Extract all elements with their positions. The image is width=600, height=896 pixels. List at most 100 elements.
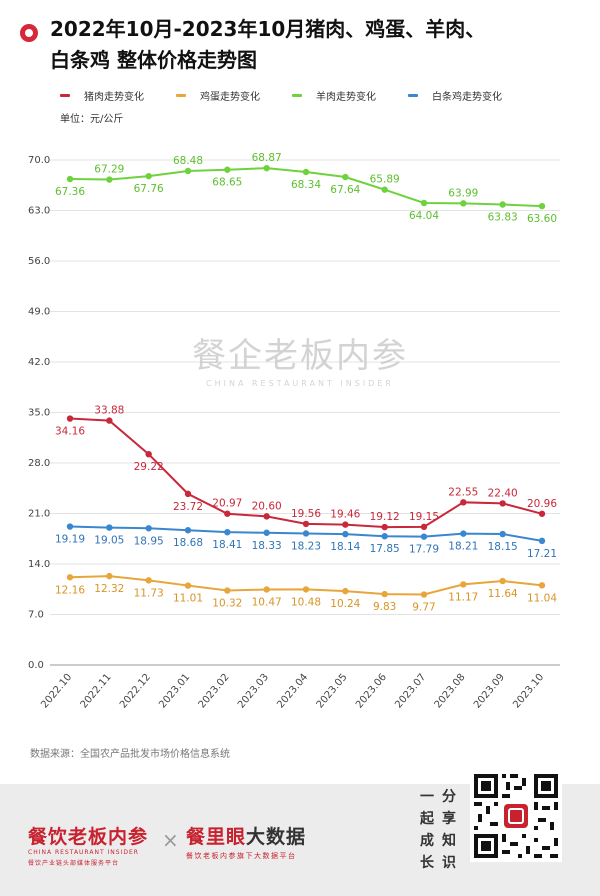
brand-logo-big-data: 餐里眼大数据 餐饮老板内参旗下大数据平台 bbox=[186, 822, 366, 861]
data-point bbox=[263, 529, 270, 536]
data-point bbox=[499, 577, 506, 585]
data-label: 18.15 bbox=[488, 541, 518, 553]
data-point bbox=[145, 450, 152, 458]
x-tick-label: 2023.03 bbox=[236, 672, 271, 711]
data-point bbox=[224, 510, 231, 517]
data-label: 68.48 bbox=[173, 155, 203, 167]
data-label: 67.76 bbox=[134, 183, 164, 195]
data-source: 数据来源：全国农产品批发市场价格信息系统 bbox=[30, 749, 230, 760]
data-point bbox=[302, 530, 310, 537]
qr-code-icon[interactable] bbox=[470, 770, 562, 862]
data-point bbox=[538, 510, 546, 517]
footer-banner: 餐饮老板内参 CHINA RESTAURANT INSIDER 餐饮产业链头部媒… bbox=[0, 770, 600, 896]
data-point bbox=[184, 167, 192, 175]
data-label: 12.16 bbox=[55, 584, 85, 596]
data-label: 20.96 bbox=[527, 498, 557, 510]
y-tick-label: 42.0 bbox=[28, 357, 50, 368]
y-tick-label: 14.0 bbox=[28, 559, 50, 570]
chart-legend: 猪肉走势变化 鸡蛋走势变化 羊肉走势变化 白条鸡走势变化 bbox=[60, 88, 524, 103]
data-label: 18.14 bbox=[330, 541, 360, 553]
data-point bbox=[263, 164, 270, 172]
data-point bbox=[302, 168, 310, 176]
data-point bbox=[184, 582, 192, 589]
data-point bbox=[342, 173, 349, 181]
data-point bbox=[420, 591, 428, 598]
data-point bbox=[184, 527, 192, 534]
watermark: 餐企老板内参 CHINA RESTAURANT INSIDER bbox=[180, 328, 420, 388]
x-tick-label: 2022.11 bbox=[79, 672, 114, 711]
y-tick-label: 28.0 bbox=[28, 458, 50, 469]
data-label: 10.32 bbox=[212, 598, 242, 610]
follow-char: 享 bbox=[442, 811, 456, 827]
data-point bbox=[538, 537, 546, 545]
y-tick-label: 21.0 bbox=[28, 509, 50, 520]
data-point bbox=[145, 525, 152, 532]
data-point bbox=[66, 415, 74, 422]
follow-char: 长 bbox=[420, 855, 434, 871]
data-label: 18.23 bbox=[291, 540, 321, 552]
data-point bbox=[263, 513, 270, 520]
data-label: 9.77 bbox=[412, 602, 435, 614]
legend-item-mutton: 羊肉走势变化 bbox=[292, 88, 408, 103]
x-tick-label: 2022.10 bbox=[39, 672, 74, 711]
data-point bbox=[538, 582, 546, 589]
data-label: 65.89 bbox=[370, 174, 400, 186]
data-point bbox=[499, 530, 506, 538]
x-tick-label: 2023.08 bbox=[433, 672, 468, 711]
data-label: 19.56 bbox=[291, 508, 321, 520]
data-point bbox=[106, 417, 113, 424]
chart-title: 2022年10月-2023年10月猪肉、鸡蛋、羊肉、 白条鸡 整体价格走势图 bbox=[50, 14, 590, 76]
data-label: 19.19 bbox=[55, 534, 85, 546]
legend-label: 羊肉走势变化 bbox=[316, 92, 376, 103]
data-point bbox=[420, 523, 428, 531]
y-tick-label: 35.0 bbox=[28, 408, 50, 419]
data-label: 17.85 bbox=[370, 543, 400, 555]
data-label: 11.73 bbox=[134, 587, 164, 599]
chart-title-line2: 白条鸡 整体价格走势图 bbox=[50, 48, 257, 72]
legend-item-pork: 猪肉走势变化 bbox=[60, 88, 176, 103]
data-point bbox=[302, 586, 310, 593]
data-point bbox=[145, 172, 152, 180]
data-label: 68.34 bbox=[291, 179, 321, 191]
unit-label: 单位：元/公斤 bbox=[60, 114, 124, 125]
data-label: 11.17 bbox=[448, 591, 478, 603]
data-point bbox=[381, 533, 388, 540]
x-tick-label: 2023.09 bbox=[472, 672, 507, 711]
y-tick-label: 70.0 bbox=[28, 155, 50, 166]
data-point bbox=[420, 533, 428, 540]
y-tick-label: 56.0 bbox=[28, 256, 50, 267]
data-label: 63.60 bbox=[527, 213, 557, 225]
title-bullet-icon bbox=[20, 24, 38, 42]
data-point bbox=[381, 186, 388, 193]
legend-item-chicken: 白条鸡走势变化 bbox=[408, 88, 524, 103]
data-label: 9.83 bbox=[373, 601, 396, 613]
data-point bbox=[460, 581, 467, 588]
data-label: 18.21 bbox=[448, 541, 478, 553]
x-tick-label: 2023.04 bbox=[275, 672, 310, 711]
data-label: 19.12 bbox=[370, 511, 400, 523]
data-label: 11.04 bbox=[527, 592, 557, 604]
brand2-name-dark: 大数据 bbox=[246, 826, 307, 848]
legend-item-egg: 鸡蛋走势变化 bbox=[176, 88, 292, 103]
data-label: 68.65 bbox=[212, 177, 242, 189]
data-point bbox=[106, 176, 113, 183]
data-label: 12.32 bbox=[94, 583, 124, 595]
brand-logo-restaurant-insider: 餐饮老板内参 CHINA RESTAURANT INSIDER 餐饮产业链头部媒… bbox=[28, 822, 158, 867]
data-point bbox=[106, 572, 113, 580]
data-label: 18.68 bbox=[173, 537, 203, 549]
follow-col-2: 分 享 知 识 bbox=[440, 786, 458, 874]
data-label: 10.47 bbox=[252, 596, 282, 608]
data-point bbox=[106, 524, 113, 531]
legend-swatch bbox=[176, 94, 186, 97]
data-label: 10.48 bbox=[291, 596, 321, 608]
data-point bbox=[224, 528, 231, 536]
data-label: 18.33 bbox=[252, 540, 282, 552]
data-point bbox=[224, 587, 231, 594]
data-point bbox=[499, 500, 506, 507]
follow-char: 知 bbox=[442, 833, 456, 849]
data-label: 11.01 bbox=[173, 593, 203, 605]
data-label: 22.55 bbox=[448, 486, 478, 498]
data-label: 10.24 bbox=[330, 598, 360, 610]
x-tick-label: 2023.02 bbox=[197, 672, 232, 711]
brand1-name: 餐饮老板内参 bbox=[28, 826, 149, 848]
